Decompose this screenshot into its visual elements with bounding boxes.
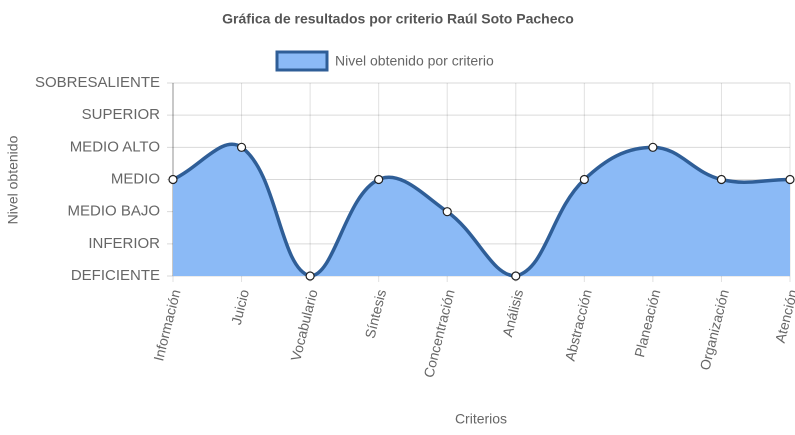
point — [168, 174, 178, 185]
y-tick-label: SOBRESALIENTE — [35, 74, 160, 91]
chart-title: Gráfica de resultados por criterio Raúl … — [222, 11, 574, 27]
legend-label: Nivel obtenido por criterio — [335, 53, 494, 69]
x-tick-label: Abstracción — [562, 288, 595, 363]
y-tick-label: MEDIO BAJO — [67, 203, 160, 220]
point — [511, 271, 521, 281]
point — [785, 174, 795, 185]
legend-swatch — [275, 50, 329, 72]
point — [716, 174, 727, 185]
y-tick-label: INFERIOR — [88, 235, 160, 252]
x-tick-label: Organización — [696, 288, 731, 372]
x-tick-label: Análisis — [499, 288, 526, 339]
x-tick-label: Síntesis — [362, 288, 390, 340]
y-tick-label: MEDIO ALTO — [70, 138, 160, 155]
x-tick-label: Concentración — [420, 288, 457, 379]
x-tick-label: Juicio — [228, 288, 252, 327]
point — [236, 142, 247, 152]
y-tick-label: MEDIO — [111, 170, 160, 187]
line — [172, 142, 791, 278]
x-tick-label: Atención — [772, 288, 795, 345]
point — [442, 207, 452, 217]
x-tick-label: Información — [150, 288, 183, 363]
point — [648, 142, 658, 152]
x-tick-label: Planeación — [631, 288, 663, 359]
point — [579, 174, 589, 185]
y-axis-title: Nivel obtenido — [5, 135, 21, 224]
x-axis-title: Criterios — [455, 411, 507, 427]
area — [173, 144, 790, 276]
y-tick-label: SUPERIOR — [82, 106, 161, 123]
point — [374, 174, 384, 185]
point — [305, 271, 315, 281]
y-tick-label: DEFICIENTE — [71, 267, 160, 284]
x-tick-label: Vocabulario — [287, 288, 320, 363]
